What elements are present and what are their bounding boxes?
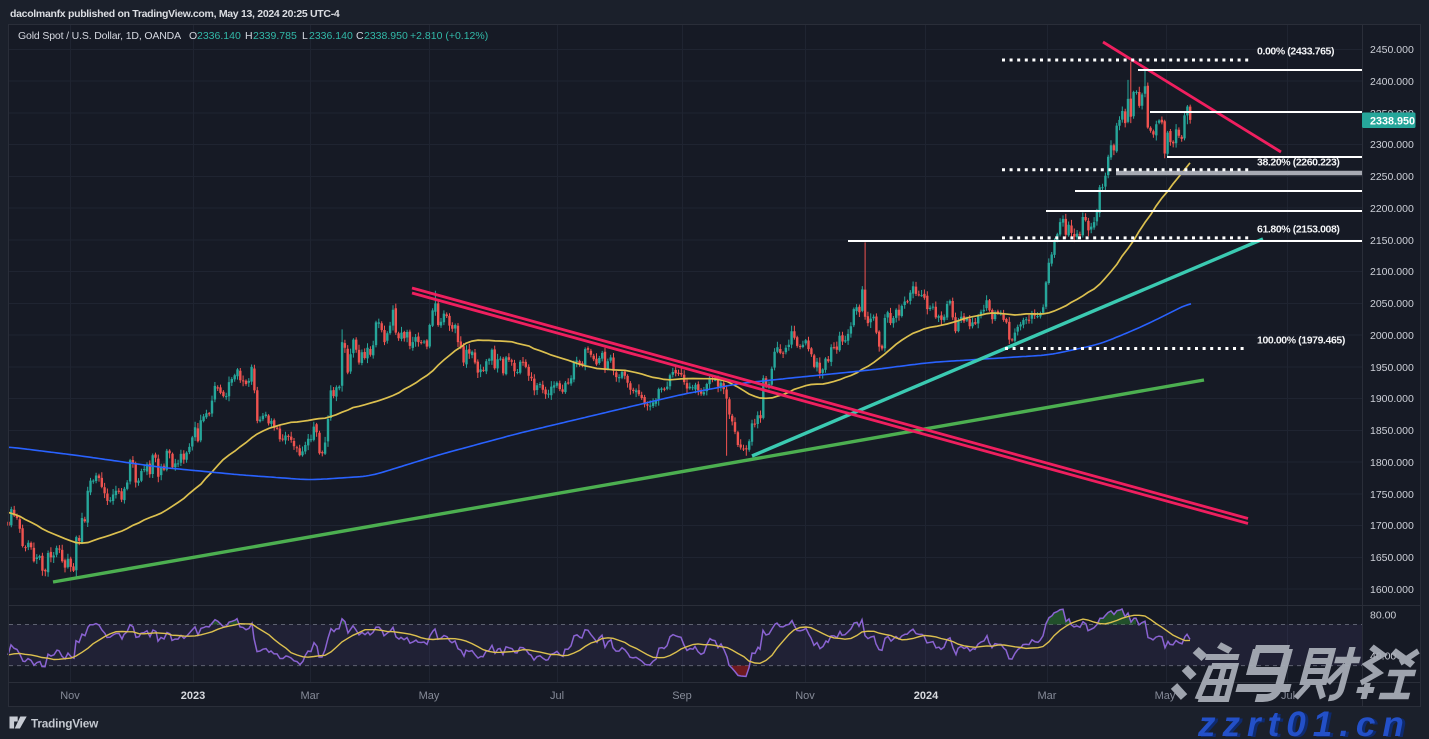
svg-text:1950.000: 1950.000 xyxy=(1370,362,1414,374)
svg-text:dacolmanfx published on Tradin: dacolmanfx published on TradingView.com,… xyxy=(10,8,340,20)
svg-text:2338.950: 2338.950 xyxy=(1370,115,1415,127)
svg-text:L: L xyxy=(302,30,308,42)
svg-text:May: May xyxy=(1155,690,1176,702)
svg-text:Mar: Mar xyxy=(1038,690,1057,702)
svg-text:2023: 2023 xyxy=(181,690,205,702)
svg-text:1900.000: 1900.000 xyxy=(1370,393,1414,405)
svg-text:Jul: Jul xyxy=(550,690,564,702)
svg-text:Mar: Mar xyxy=(301,690,320,702)
svg-text:2450.000: 2450.000 xyxy=(1370,44,1414,56)
svg-text:2000.000: 2000.000 xyxy=(1370,330,1414,342)
svg-text:2200.000: 2200.000 xyxy=(1370,203,1414,215)
svg-text:100.00% (1979.465): 100.00% (1979.465) xyxy=(1257,335,1345,347)
svg-text:61.80% (2153.008): 61.80% (2153.008) xyxy=(1257,224,1340,236)
svg-text:Jul: Jul xyxy=(1281,690,1295,702)
svg-text:May: May xyxy=(419,690,440,702)
svg-text:2336.140: 2336.140 xyxy=(309,30,353,42)
svg-text:+2.810 (+0.12%): +2.810 (+0.12%) xyxy=(410,30,488,42)
svg-text:1600.000: 1600.000 xyxy=(1370,584,1414,596)
svg-text:2024: 2024 xyxy=(914,690,939,702)
svg-text:2300.000: 2300.000 xyxy=(1370,139,1414,151)
svg-text:1750.000: 1750.000 xyxy=(1370,489,1414,501)
svg-text:1650.000: 1650.000 xyxy=(1370,552,1414,564)
svg-text:2100.000: 2100.000 xyxy=(1370,266,1414,278)
svg-text:zzrt01.cn: zzrt01.cn xyxy=(1197,705,1411,739)
svg-text:Nov: Nov xyxy=(60,690,80,702)
svg-text:2336.140: 2336.140 xyxy=(197,30,241,42)
svg-text:2338.950: 2338.950 xyxy=(364,30,408,42)
svg-text:2050.000: 2050.000 xyxy=(1370,298,1414,310)
svg-text:1700.000: 1700.000 xyxy=(1370,520,1414,532)
svg-text:2339.785: 2339.785 xyxy=(253,30,297,42)
svg-text:2150.000: 2150.000 xyxy=(1370,235,1414,247)
svg-text:0.00% (2433.765): 0.00% (2433.765) xyxy=(1257,46,1334,58)
svg-text:zzrt01.cn: zzrt01.cn xyxy=(1200,706,1414,739)
svg-text:TradingView: TradingView xyxy=(31,717,99,731)
svg-text:80.00: 80.00 xyxy=(1370,610,1396,622)
svg-text:2250.000: 2250.000 xyxy=(1370,171,1414,183)
svg-text:Gold Spot / U.S. Dollar, 1D, O: Gold Spot / U.S. Dollar, 1D, OANDA xyxy=(18,30,181,42)
svg-text:1800.000: 1800.000 xyxy=(1370,457,1414,469)
svg-text:O: O xyxy=(189,30,197,42)
svg-text:2400.000: 2400.000 xyxy=(1370,76,1414,88)
svg-text:1850.000: 1850.000 xyxy=(1370,425,1414,437)
svg-text:38.20% (2260.223): 38.20% (2260.223) xyxy=(1257,157,1340,169)
svg-text:C: C xyxy=(356,30,364,42)
svg-text:Sep: Sep xyxy=(672,690,692,702)
svg-text:H: H xyxy=(245,30,253,42)
svg-text:Nov: Nov xyxy=(795,690,815,702)
